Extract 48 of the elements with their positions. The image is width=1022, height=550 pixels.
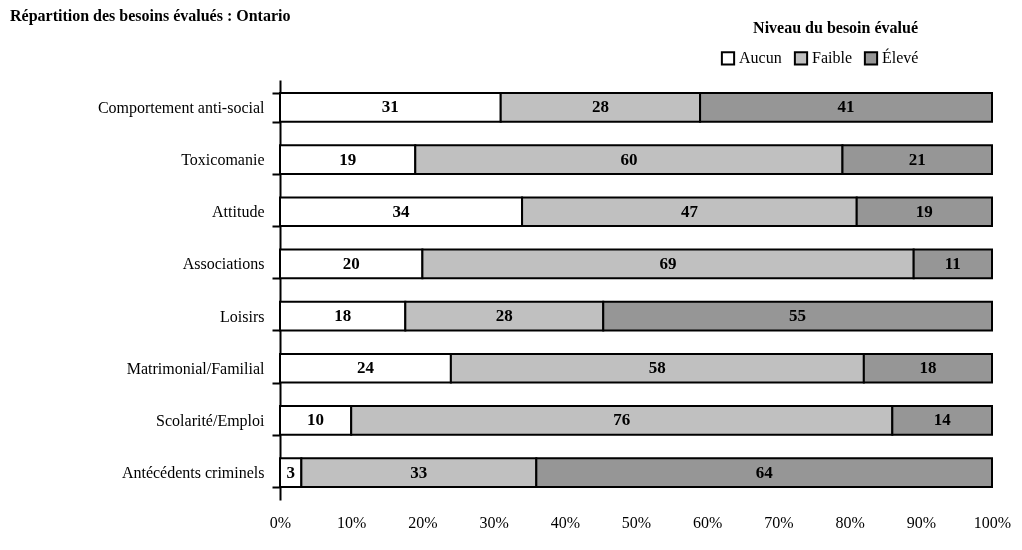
data-label: 20 [342, 253, 360, 273]
data-label: 28 [591, 97, 609, 117]
data-label: 11 [944, 253, 961, 273]
y-tick-label: Antécédents criminels [121, 464, 265, 482]
data-label: 33 [410, 462, 428, 482]
legend-label: Élevé [882, 48, 919, 67]
data-label: 10 [307, 410, 325, 430]
data-label: 41 [837, 97, 855, 117]
legend-title: Niveau du besoin évalué [753, 19, 918, 36]
x-tick-label: 50% [621, 513, 652, 531]
x-tick-label: 10% [337, 513, 367, 531]
data-label: 18 [919, 358, 937, 378]
data-label: 3 [286, 462, 295, 482]
data-label: 76 [613, 410, 631, 430]
legend-label: Faible [812, 49, 852, 67]
y-tick-label: Loisirs [220, 307, 265, 325]
data-label: 31 [381, 97, 399, 117]
data-label: 58 [648, 358, 666, 378]
text: Répartition des besoins évalués : Ontario [10, 7, 291, 25]
x-tick-label: 0% [269, 513, 292, 531]
y-tick-label: Associations [182, 255, 265, 273]
data-label: 28 [495, 306, 513, 326]
data-label: 60 [620, 149, 638, 169]
y-tick-label: Attitude [212, 203, 265, 221]
y-tick-label: Scolarité/Emploi [156, 411, 266, 430]
data-label: 19 [339, 149, 357, 169]
y-tick-label: Matrimonial/Familial [126, 359, 266, 377]
data-label: 14 [933, 410, 952, 430]
data-label: 21 [908, 149, 926, 169]
x-tick-label: 60% [693, 513, 723, 531]
data-label: 69 [659, 253, 677, 273]
data-label: 18 [334, 306, 352, 326]
data-label: 24 [356, 358, 375, 378]
legend-label: Aucun [739, 49, 782, 67]
y-tick-label: Toxicomanie [181, 151, 265, 169]
x-tick-label: 40% [550, 513, 580, 531]
x-tick-label: 90% [906, 513, 936, 531]
data-label: 34 [392, 201, 411, 221]
x-tick-label: 70% [764, 513, 794, 531]
x-tick-label: 80% [835, 513, 865, 531]
y-tick-label: Comportement anti-social [97, 98, 266, 117]
data-label: 47 [680, 201, 699, 221]
data-label: 55 [789, 306, 807, 326]
x-tick-label: 100% [973, 513, 1012, 531]
data-label: 64 [755, 462, 774, 482]
x-tick-label: 30% [479, 513, 509, 531]
data-label: 19 [915, 201, 933, 221]
x-tick-label: 20% [408, 513, 438, 531]
